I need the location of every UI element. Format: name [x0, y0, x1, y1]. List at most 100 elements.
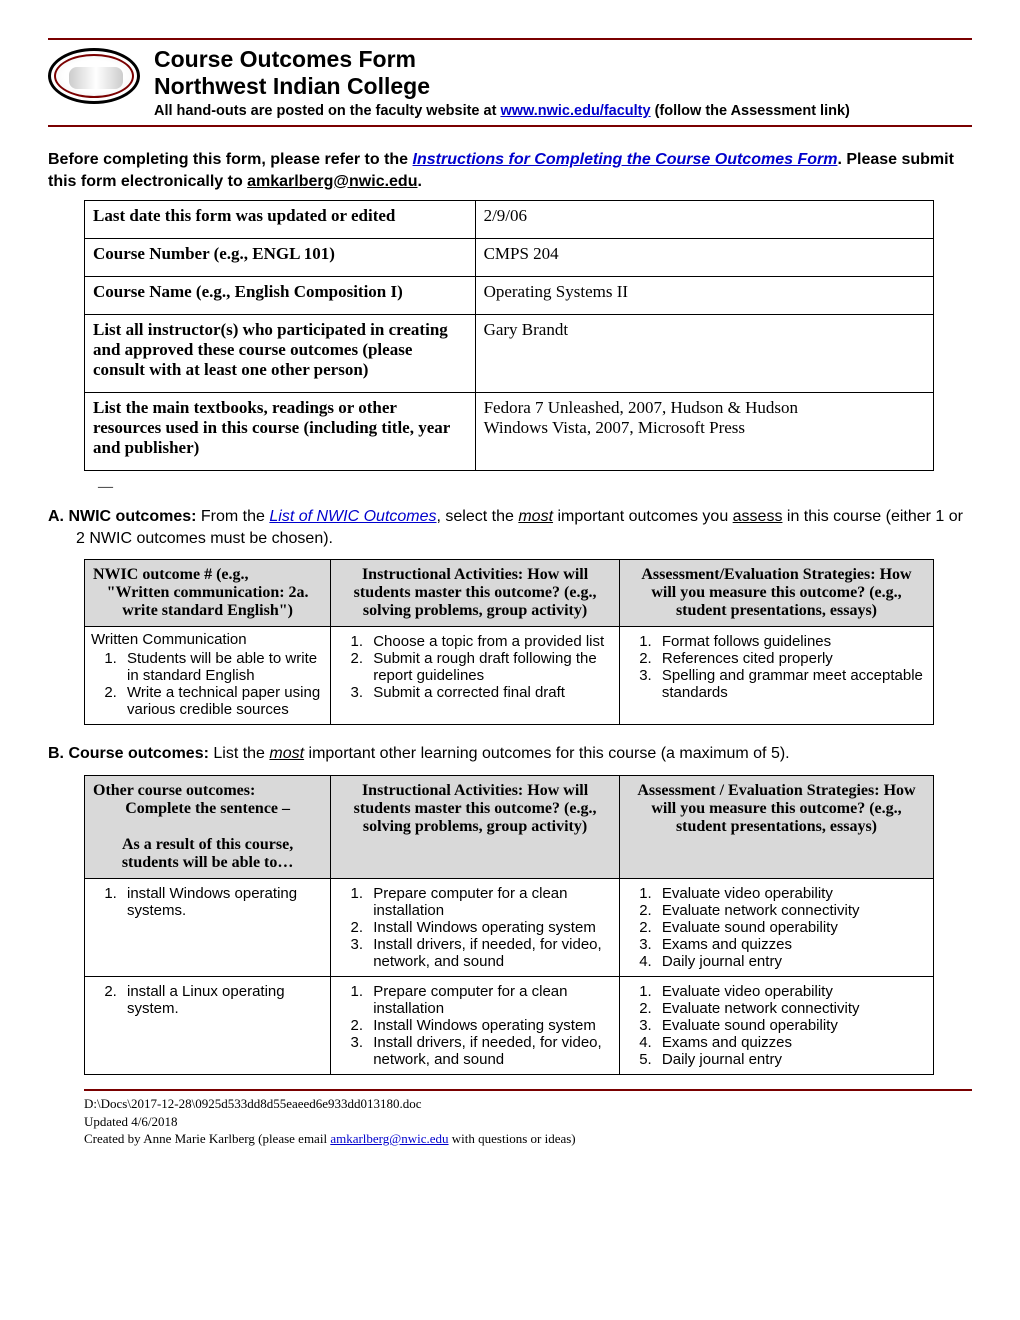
- table-row: Course Number (e.g., ENGL 101) CMPS 204: [85, 239, 934, 277]
- list-item: Daily journal entry: [656, 953, 927, 970]
- table-row: install Windows operating systems. Prepa…: [85, 878, 934, 976]
- list-item: Spelling and grammar meet acceptable sta…: [656, 667, 927, 701]
- list-item: Choose a topic from a provided list: [367, 633, 613, 650]
- footer-updated: Updated 4/6/2018: [84, 1113, 972, 1131]
- table-row: List the main textbooks, readings or oth…: [85, 393, 934, 471]
- footer-credit-pre: Created by Anne Marie Karlberg (please e…: [84, 1131, 330, 1146]
- nwic-outcomes-link[interactable]: List of NWIC Outcomes: [269, 508, 436, 525]
- faculty-link[interactable]: www.nwic.edu/faculty: [500, 103, 650, 119]
- cell: Evaluate video operability Evaluate netw…: [619, 976, 933, 1074]
- list-item: Install Windows operating system: [367, 919, 613, 936]
- col-header-line: Complete the sentence –: [93, 800, 322, 818]
- header-note-post: (follow the Assessment link): [651, 103, 850, 119]
- numbered-list: install a Linux operating system.: [91, 983, 324, 1017]
- submit-email-link[interactable]: amkarlberg@nwic.edu: [247, 173, 417, 190]
- list-item: Submit a rough draft following the repor…: [367, 650, 613, 684]
- section-a-label: A. NWIC outcomes:: [48, 508, 196, 525]
- numbered-list: Prepare computer for a clean installatio…: [337, 885, 613, 970]
- list-item: install a Linux operating system.: [121, 983, 324, 1017]
- col-header-line: As a result of this course, students wil…: [93, 836, 322, 872]
- course-outcomes-table: Other course outcomes: Complete the sent…: [84, 775, 934, 1075]
- info-value: 2/9/06: [475, 201, 934, 239]
- section-a-text: , select the: [437, 508, 519, 525]
- cell: Evaluate video operability Evaluate netw…: [619, 878, 933, 976]
- table-row: List all instructor(s) who participated …: [85, 315, 934, 393]
- header: Course Outcomes Form Northwest Indian Co…: [48, 46, 972, 121]
- header-bottom-rule: [48, 125, 972, 127]
- textbook-line: Fedora 7 Unleashed, 2007, Hudson & Hudso…: [484, 398, 798, 417]
- list-item: install Windows operating systems.: [121, 885, 324, 919]
- footer: D:\Docs\2017-12-28\0925d533dd8d55eaeed6e…: [48, 1089, 972, 1148]
- list-item: Write a technical paper using various cr…: [121, 684, 324, 718]
- numbered-list: Evaluate video operability Evaluate netw…: [626, 885, 927, 970]
- table-row: Last date this form was updated or edite…: [85, 201, 934, 239]
- list-item: Install drivers, if needed, for video, n…: [367, 1034, 613, 1068]
- list-item: Evaluate video operability: [656, 983, 927, 1000]
- list-item: Evaluate sound operability: [656, 1017, 927, 1034]
- list-item: Daily journal entry: [656, 1051, 927, 1068]
- col-header: Assessment/Evaluation Strategies: How wi…: [619, 560, 933, 627]
- intro-pre: Before completing this form, please refe…: [48, 151, 413, 168]
- table-row: Course Name (e.g., English Composition I…: [85, 277, 934, 315]
- list-item: Prepare computer for a clean installatio…: [367, 983, 613, 1017]
- emph-most: most: [269, 745, 304, 762]
- col-header: Instructional Activities: How will stude…: [331, 560, 620, 627]
- list-item: Format follows guidelines: [656, 633, 927, 650]
- section-a-text: From the: [196, 508, 269, 525]
- col-header: Other course outcomes: Complete the sent…: [85, 775, 331, 878]
- title-block: Course Outcomes Form Northwest Indian Co…: [154, 46, 850, 119]
- footer-rule: [84, 1089, 972, 1091]
- info-label: List all instructor(s) who participated …: [85, 315, 476, 393]
- list-item: Submit a corrected final draft: [367, 684, 613, 701]
- info-value: Gary Brandt: [475, 315, 934, 393]
- col-header: Assessment / Evaluation Strategies: How …: [619, 775, 933, 878]
- list-item: References cited properly: [656, 650, 927, 667]
- info-label: Course Number (e.g., ENGL 101): [85, 239, 476, 277]
- instructions-link[interactable]: Instructions for Completing the Course O…: [413, 151, 838, 168]
- col-header-line: "Written communication: 2a. write standa…: [93, 584, 322, 620]
- list-item: Evaluate network connectivity: [656, 902, 927, 919]
- cell: install Windows operating systems.: [85, 878, 331, 976]
- table-row: install a Linux operating system. Prepar…: [85, 976, 934, 1074]
- intro-end: .: [417, 173, 421, 190]
- list-item: Evaluate network connectivity: [656, 1000, 927, 1017]
- footer-credit: Created by Anne Marie Karlberg (please e…: [84, 1130, 972, 1148]
- college-logo: [48, 48, 140, 104]
- outcome-title: Written Communication: [91, 631, 247, 648]
- list-item: Install drivers, if needed, for video, n…: [367, 936, 613, 970]
- info-value: CMPS 204: [475, 239, 934, 277]
- numbered-list: Evaluate video operability Evaluate netw…: [626, 983, 927, 1068]
- list-item: Evaluate video operability: [656, 885, 927, 902]
- table-row: Written Communication Students will be a…: [85, 627, 934, 725]
- header-note: All hand-outs are posted on the faculty …: [154, 103, 850, 119]
- col-header: Instructional Activities: How will stude…: [331, 775, 620, 878]
- nwic-outcomes-table: NWIC outcome # (e.g., "Written communica…: [84, 559, 934, 725]
- list-item: Exams and quizzes: [656, 1034, 927, 1051]
- numbered-list: Prepare computer for a clean installatio…: [337, 983, 613, 1068]
- numbered-list: Students will be able to write in standa…: [91, 650, 324, 718]
- table-header-row: Other course outcomes: Complete the sent…: [85, 775, 934, 878]
- cell: Prepare computer for a clean installatio…: [331, 878, 620, 976]
- section-b-text: List the: [209, 745, 269, 762]
- section-a-text: important outcomes you: [553, 508, 733, 525]
- numbered-list: Format follows guidelines References cit…: [626, 633, 927, 701]
- textbook-line: Windows Vista, 2007, Microsoft Press: [484, 418, 745, 437]
- table-header-row: NWIC outcome # (e.g., "Written communica…: [85, 560, 934, 627]
- college-name: Northwest Indian College: [154, 73, 850, 100]
- footer-email-link[interactable]: amkarlberg@nwic.edu: [330, 1131, 448, 1146]
- cell: Prepare computer for a clean installatio…: [331, 976, 620, 1074]
- footer-path: D:\Docs\2017-12-28\0925d533dd8d55eaeed6e…: [84, 1095, 972, 1113]
- col-header-line: Other course outcomes:: [93, 782, 255, 799]
- page: Course Outcomes Form Northwest Indian Co…: [0, 0, 1020, 1168]
- header-note-pre: All hand-outs are posted on the faculty …: [154, 103, 500, 119]
- list-item: Prepare computer for a clean installatio…: [367, 885, 613, 919]
- cell: install a Linux operating system.: [85, 976, 331, 1074]
- info-value: Operating Systems II: [475, 277, 934, 315]
- numbered-list: install Windows operating systems.: [91, 885, 324, 919]
- list-item: Install Windows operating system: [367, 1017, 613, 1034]
- intro-paragraph: Before completing this form, please refe…: [48, 149, 972, 192]
- section-b: B. Course outcomes: List the most import…: [48, 743, 972, 765]
- section-a: A. NWIC outcomes: From the List of NWIC …: [48, 506, 972, 549]
- col-header-line: NWIC outcome # (e.g.,: [93, 566, 249, 583]
- top-rule: [48, 38, 972, 40]
